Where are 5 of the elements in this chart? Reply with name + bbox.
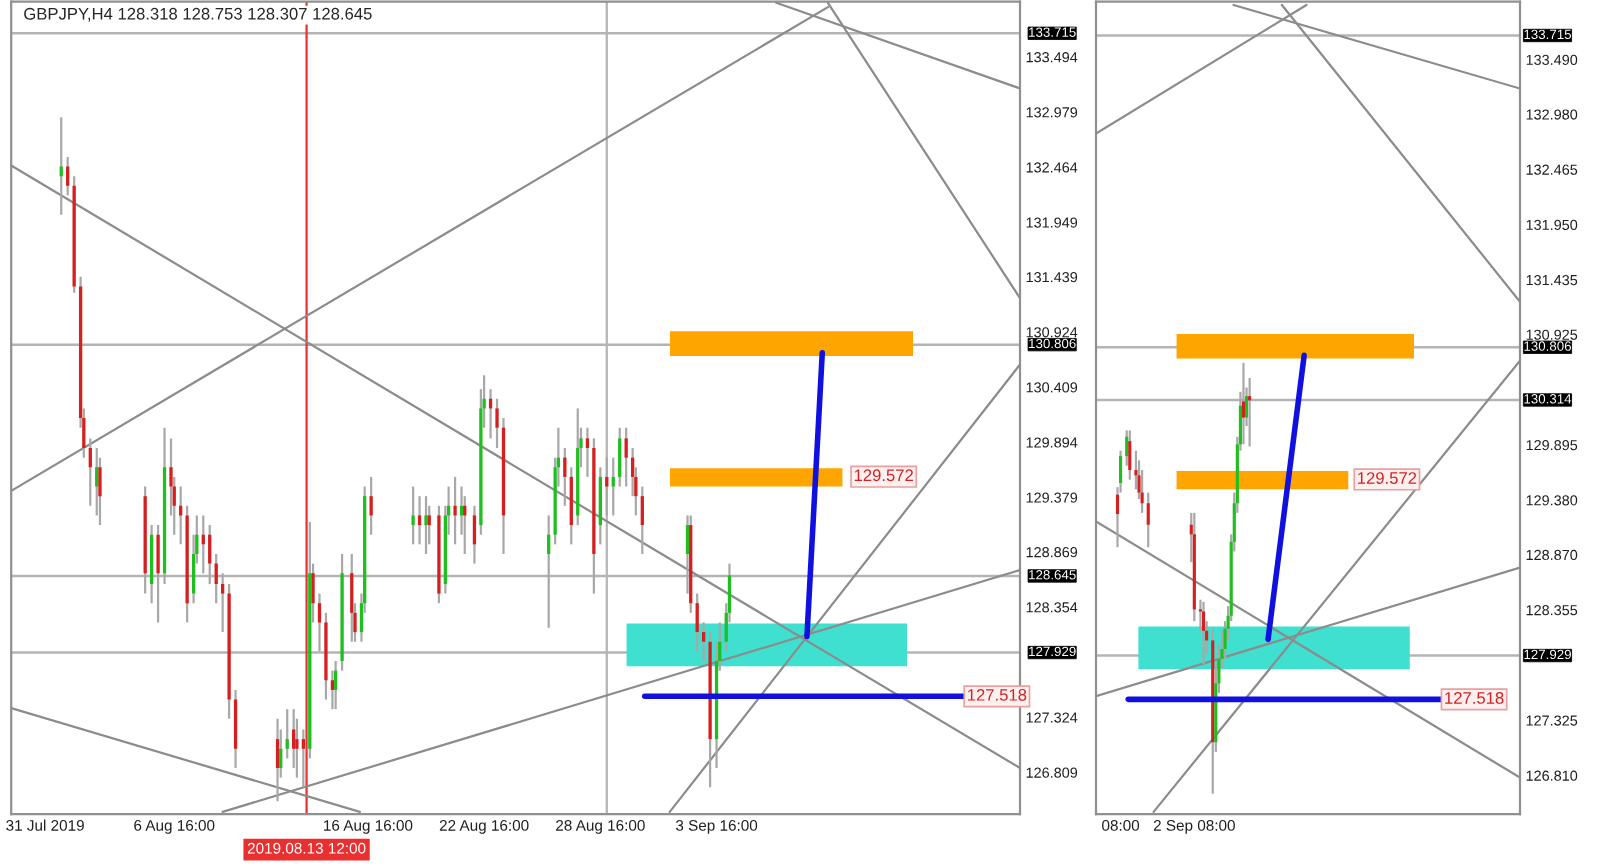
annotation: 127.518 [968, 688, 1027, 701]
chart-title: GBPJPY,H4 128.318 128.753 128.307 128.645 [24, 7, 372, 22]
annotation: 129.572 [854, 469, 913, 482]
annotation: 127.518 [1445, 692, 1504, 704]
annotation: 129.572 [1358, 472, 1417, 484]
